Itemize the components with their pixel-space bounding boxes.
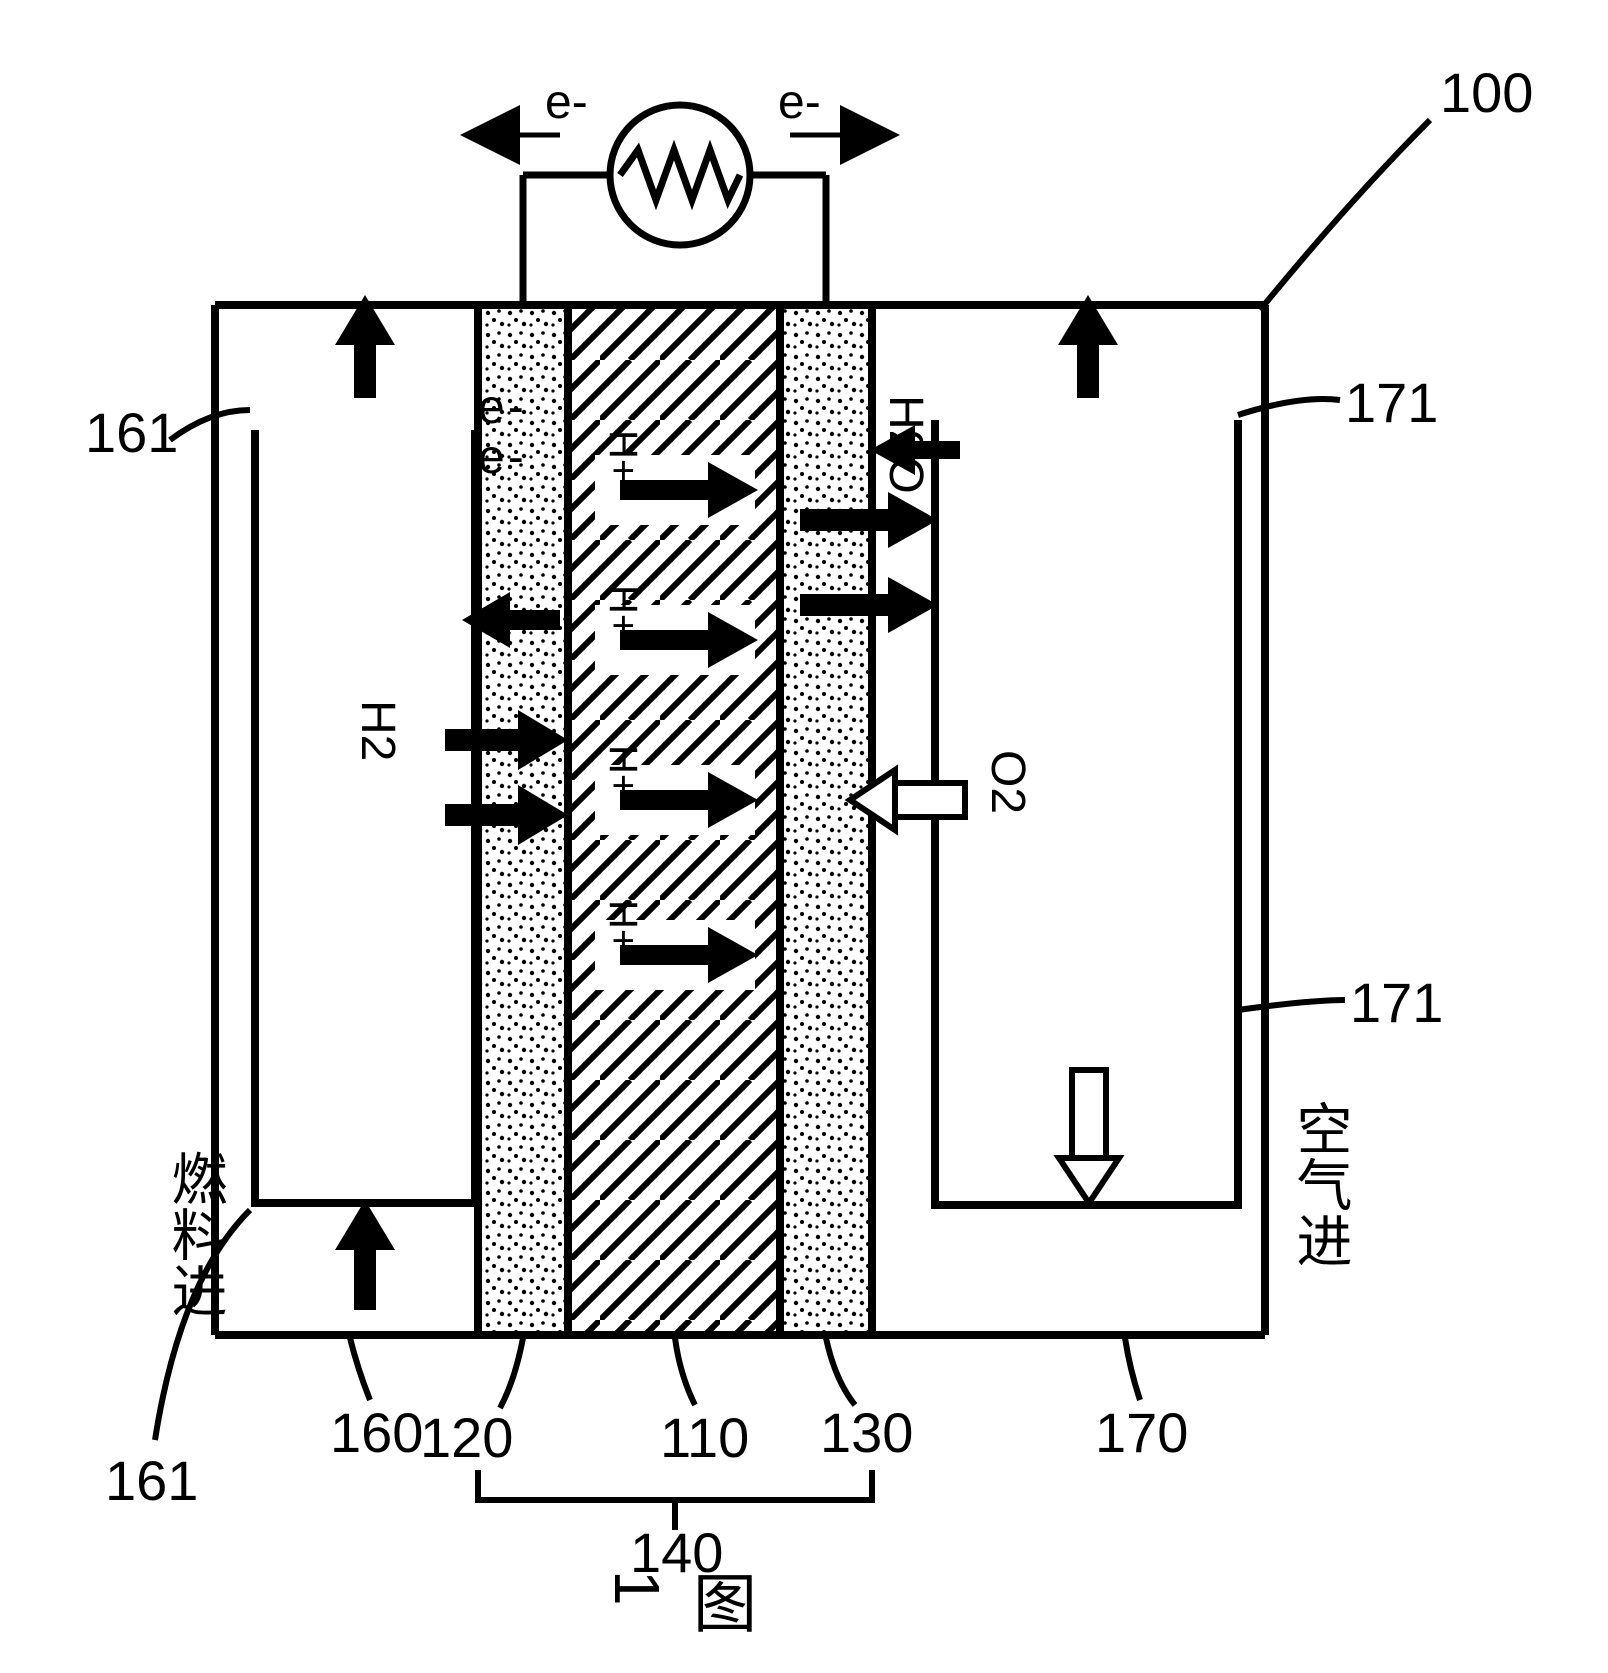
hplus-label-3: H+ (600, 745, 645, 797)
hplus-label-4: H+ (600, 900, 645, 952)
callout-171-top: 171 (1345, 370, 1438, 435)
electron-label-anode2: e- (478, 430, 527, 485)
air-in-label: 空气进 (1280, 1100, 1361, 1268)
o2-label: O2 (980, 750, 1035, 814)
h2-label: H2 (350, 700, 405, 761)
hplus-label-1: H+ (600, 430, 645, 482)
h2o-label: H2O (878, 395, 933, 494)
fuel-cell-diagram: 100 171 171 170 130 110 120 160 161 161 … (0, 0, 1608, 1673)
hplus-label-2: H+ (600, 585, 645, 637)
air-arrows (1058, 295, 1119, 1203)
electron-label-left: e- (545, 75, 588, 130)
callout-161-bottom: 161 (105, 1448, 198, 1513)
callout-160: 160 (330, 1400, 423, 1465)
callout-120: 120 (420, 1405, 513, 1470)
callout-130: 130 (820, 1400, 913, 1465)
callout-161-top: 161 (85, 400, 178, 465)
callout-110: 110 (660, 1405, 749, 1470)
callout-171-bottom: 171 (1350, 970, 1443, 1035)
fuel-in-label: 燃料进 (155, 1150, 236, 1318)
callout-170: 170 (1095, 1400, 1188, 1465)
electron-label-anode1: e- (478, 380, 527, 435)
anode-plate (215, 305, 478, 1335)
external-circuit (510, 105, 850, 305)
cathode-catalyst-layer (780, 305, 872, 1335)
figure-caption: 图 1 (600, 1570, 766, 1673)
electron-label-right: e- (778, 75, 821, 130)
callout-100: 100 (1440, 60, 1533, 125)
